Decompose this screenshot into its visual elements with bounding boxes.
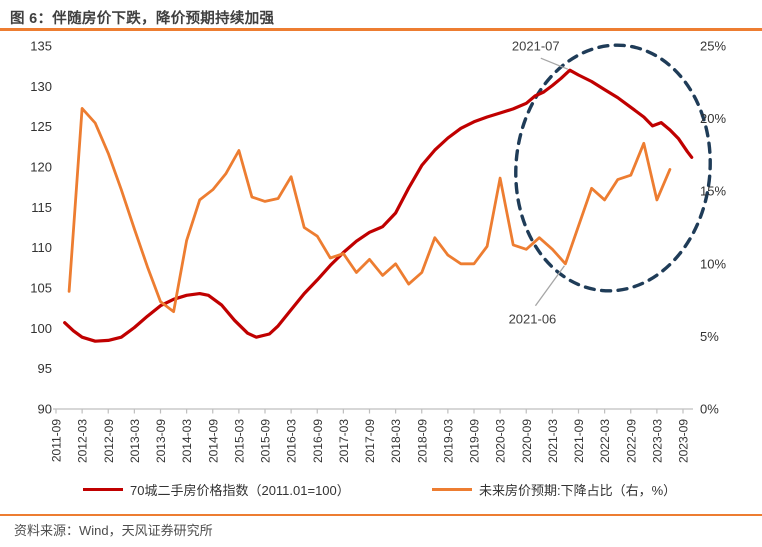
x-tick-label: 2020-03 — [494, 419, 508, 463]
expectation-line — [67, 107, 672, 314]
x-tick-label: 2011-09 — [50, 419, 64, 462]
annotation-leader-line — [534, 265, 565, 307]
right-axis-label: 10% — [700, 256, 726, 271]
title-accent-rule — [0, 28, 762, 31]
left-axis-label: 90 — [38, 402, 52, 417]
x-tick-label: 2014-09 — [206, 419, 220, 463]
x-tick-label: 2016-09 — [311, 419, 325, 463]
x-tick-label: 2020-09 — [520, 419, 534, 463]
x-tick-label: 2013-09 — [154, 419, 168, 463]
x-tick-label: 2014-03 — [180, 419, 194, 463]
left-axis-label: 135 — [30, 39, 52, 54]
x-tick-label: 2023-03 — [650, 419, 664, 463]
x-tick-label: 2018-09 — [415, 419, 429, 463]
x-tick-label: 2012-03 — [76, 419, 90, 463]
annotation-2021-07: 2021-07 — [511, 38, 560, 54]
right-axis-label: 0% — [700, 402, 719, 417]
legend-swatch-index-line — [83, 487, 123, 492]
x-tick-label: 2012-09 — [102, 419, 116, 463]
chart-title: 图 6：伴随房价下跌，降价预期持续加强 — [10, 11, 275, 27]
x-tick-label: 2018-03 — [389, 419, 403, 463]
x-tick-label: 2022-03 — [598, 419, 612, 463]
legend-label-index: 70城二手房价格指数（2011.01=100） — [130, 483, 350, 498]
right-axis-label: 5% — [700, 329, 719, 344]
x-tick-label: 2019-09 — [468, 419, 482, 463]
left-axis-label: 115 — [31, 200, 52, 215]
x-tick-label: 2021-09 — [572, 419, 586, 463]
left-axis-label: 100 — [30, 321, 52, 336]
x-tick-label: 2017-09 — [363, 419, 377, 463]
right-axis-label: 20% — [700, 111, 726, 126]
x-tick-label: 2016-03 — [285, 419, 299, 463]
x-tick-label: 2023-09 — [677, 419, 691, 463]
legend-label-expectation: 未来房价预期:下降占比（右，%） — [479, 483, 677, 498]
x-tick-label: 2013-03 — [128, 419, 142, 463]
x-tick-label: 2017-03 — [337, 419, 351, 463]
x-tick-label: 2015-03 — [232, 419, 246, 463]
left-axis-label: 125 — [30, 119, 52, 134]
x-tick-label: 2021-03 — [546, 419, 560, 463]
left-axis-label: 95 — [38, 361, 52, 376]
source-note: 资料来源：Wind，天风证券研究所 — [14, 523, 213, 538]
index-line — [63, 68, 694, 343]
x-tick-label: 2019-03 — [441, 419, 455, 463]
annotation-leader-line — [540, 57, 569, 70]
source-accent-rule — [0, 514, 762, 516]
chart-legend: 70城二手房价格指数（2011.01=100） 未来房价预期:下降占比（右，%） — [0, 480, 762, 498]
legend-item-expectation: 未来房价预期:下降占比（右，%） — [432, 480, 676, 499]
x-tick-label: 2015-09 — [259, 419, 273, 463]
left-axis-label: 120 — [30, 160, 52, 175]
highlight-ellipse — [514, 43, 712, 293]
legend-swatch-expectation-line — [432, 487, 472, 492]
legend-item-index: 70城二手房价格指数（2011.01=100） — [83, 480, 350, 499]
right-axis-label: 15% — [700, 184, 726, 199]
left-axis-label: 110 — [31, 240, 52, 255]
right-axis-label: 25% — [700, 39, 726, 54]
left-axis-label: 130 — [30, 79, 52, 94]
x-tick-label: 2022-09 — [624, 419, 638, 463]
left-axis-label: 105 — [30, 281, 52, 296]
annotation-2021-06: 2021-06 — [508, 311, 557, 327]
